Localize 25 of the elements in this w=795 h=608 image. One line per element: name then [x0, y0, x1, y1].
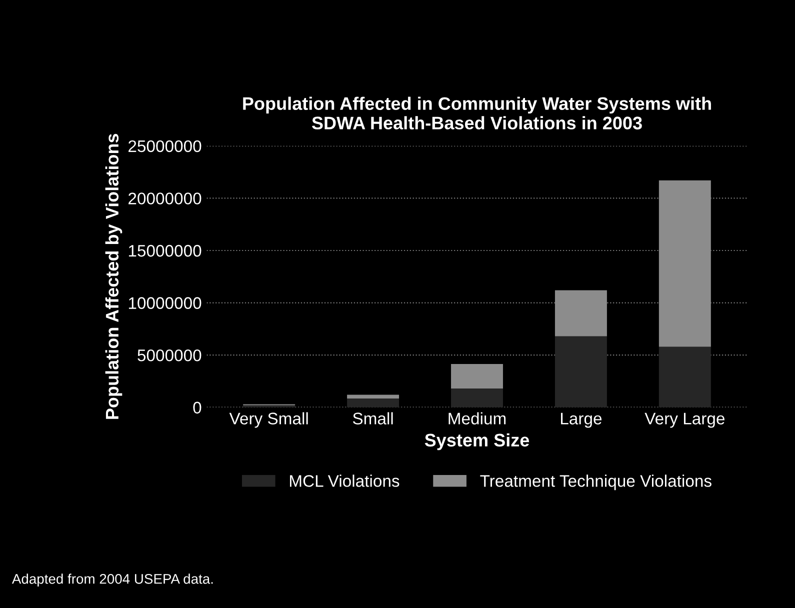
bar [451, 364, 503, 389]
y-tick-label: 15000000 [128, 244, 202, 257]
bar [347, 398, 400, 408]
y-tick-label: 10000000 [128, 297, 202, 309]
x-tick-label: Very Large [644, 412, 724, 428]
bar [554, 290, 607, 336]
y-tick-label: 25000000 [128, 140, 202, 152]
bar [658, 180, 711, 347]
legend-label: MCL Violations [290, 474, 400, 487]
y-tick-label: 5000000 [138, 349, 202, 362]
bar [658, 346, 711, 408]
bar [347, 394, 400, 398]
x-tick-label: Large [561, 412, 602, 428]
text: Adapted from 2004 USEPA data. [12, 574, 213, 587]
x-axis-title: System Size [424, 433, 530, 450]
x-tick-label: Very Small [229, 412, 308, 428]
bar [451, 388, 503, 408]
legend-label: Treatment Technique Violations [480, 474, 712, 490]
x-tick-label: Medium [448, 412, 506, 424]
x-tick-label: Small [352, 412, 393, 424]
bar [554, 336, 607, 408]
y-axis-title: Population Affected by Violations [105, 134, 122, 419]
chart-title: Population Affected in Community Water Systems with SDWA Health-Based Violations in 2003 [243, 96, 711, 130]
y-tick-label: 20000000 [128, 192, 202, 204]
y-tick-label: 0 [193, 402, 202, 414]
